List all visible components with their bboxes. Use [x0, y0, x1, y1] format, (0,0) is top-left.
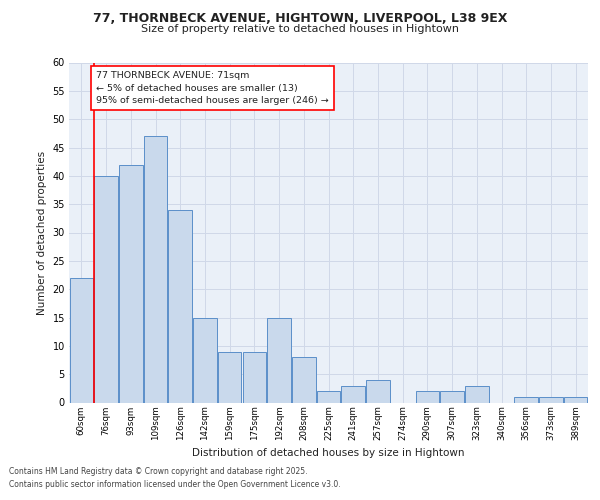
Bar	[144, 136, 167, 402]
Bar	[94, 176, 118, 402]
Bar	[564, 397, 587, 402]
Bar	[317, 391, 340, 402]
Bar	[539, 397, 563, 402]
Y-axis label: Number of detached properties: Number of detached properties	[37, 150, 47, 314]
Bar	[242, 352, 266, 403]
X-axis label: Distribution of detached houses by size in Hightown: Distribution of detached houses by size …	[192, 448, 465, 458]
Bar	[366, 380, 389, 402]
Bar	[70, 278, 93, 402]
Bar	[292, 357, 316, 403]
Bar	[268, 318, 291, 402]
Bar	[341, 386, 365, 402]
Text: 77 THORNBECK AVENUE: 71sqm
← 5% of detached houses are smaller (13)
95% of semi-: 77 THORNBECK AVENUE: 71sqm ← 5% of detac…	[96, 71, 329, 105]
Bar	[193, 318, 217, 402]
Text: Contains public sector information licensed under the Open Government Licence v3: Contains public sector information licen…	[9, 480, 341, 489]
Bar	[440, 391, 464, 402]
Bar	[218, 352, 241, 403]
Bar	[514, 397, 538, 402]
Text: Size of property relative to detached houses in Hightown: Size of property relative to detached ho…	[141, 24, 459, 34]
Bar	[416, 391, 439, 402]
Bar	[465, 386, 488, 402]
Bar	[169, 210, 192, 402]
Text: 77, THORNBECK AVENUE, HIGHTOWN, LIVERPOOL, L38 9EX: 77, THORNBECK AVENUE, HIGHTOWN, LIVERPOO…	[93, 12, 507, 26]
Text: Contains HM Land Registry data © Crown copyright and database right 2025.: Contains HM Land Registry data © Crown c…	[9, 467, 308, 476]
Bar	[119, 164, 143, 402]
